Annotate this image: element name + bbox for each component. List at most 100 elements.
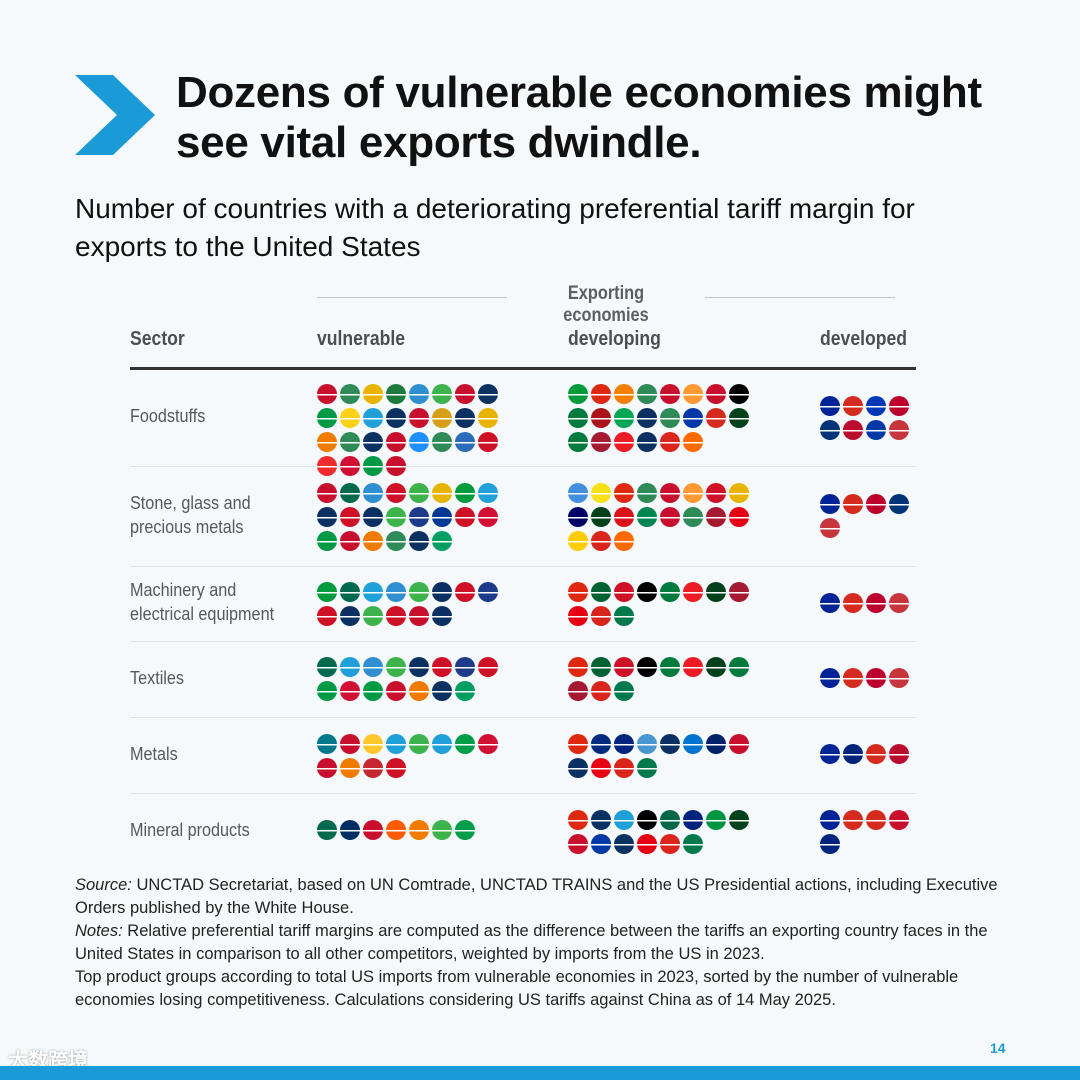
column-header-developing: developing	[568, 328, 661, 350]
flag-icon	[637, 834, 657, 854]
flag-icon	[386, 483, 406, 503]
flag-icon	[340, 681, 360, 701]
flag-icon	[683, 483, 703, 503]
flag-icon	[363, 456, 383, 476]
flag-icon	[478, 432, 498, 452]
flag-icon	[843, 494, 863, 514]
flag-icon	[432, 681, 452, 701]
flag-icon	[363, 408, 383, 428]
flag-icon	[317, 531, 337, 551]
flag-icon	[568, 758, 588, 778]
developing-flags	[568, 734, 768, 778]
flag-icon	[889, 494, 909, 514]
flag-icon	[683, 507, 703, 527]
flag-icon	[455, 384, 475, 404]
flag-icon	[455, 408, 475, 428]
chevron-icon	[75, 75, 155, 155]
flag-icon	[637, 758, 657, 778]
flag-icon	[637, 432, 657, 452]
flag-icon	[317, 432, 337, 452]
flag-icon	[340, 582, 360, 602]
flag-icon	[889, 420, 909, 440]
flag-icon	[455, 734, 475, 754]
flag-icon	[866, 494, 886, 514]
flag-icon	[614, 758, 634, 778]
flag-icon	[432, 507, 452, 527]
flag-icon	[317, 408, 337, 428]
flag-icon	[363, 432, 383, 452]
group-line-left	[317, 297, 507, 298]
flag-icon	[843, 744, 863, 764]
flag-icon	[889, 593, 909, 613]
flag-icon	[409, 734, 429, 754]
flag-icon	[820, 593, 840, 613]
developing-flags	[568, 810, 768, 854]
flag-icon	[660, 384, 680, 404]
flag-icon	[432, 657, 452, 677]
flag-icon	[729, 734, 749, 754]
flag-icon	[614, 810, 634, 830]
flag-icon	[386, 507, 406, 527]
page-title: Dozens of vulnerable economies might see…	[176, 68, 982, 167]
flag-icon	[637, 384, 657, 404]
flag-icon	[478, 483, 498, 503]
flag-icon	[340, 456, 360, 476]
flag-icon	[568, 483, 588, 503]
flag-icon	[409, 483, 429, 503]
flag-icon	[820, 396, 840, 416]
flag-icon	[317, 681, 337, 701]
flag-icon	[614, 432, 634, 452]
developing-flags	[568, 582, 768, 626]
flag-icon	[340, 408, 360, 428]
source-text: UNCTAD Secretariat, based on UN Comtrade…	[75, 876, 998, 917]
flag-icon	[820, 744, 840, 764]
flag-icon	[683, 657, 703, 677]
flag-icon	[866, 810, 886, 830]
flag-icon	[432, 384, 452, 404]
flag-icon	[889, 744, 909, 764]
flag-icon	[340, 384, 360, 404]
flag-icon	[478, 657, 498, 677]
flag-icon	[317, 456, 337, 476]
flag-icon	[889, 810, 909, 830]
vulnerable-flags	[317, 657, 517, 701]
flag-icon	[386, 758, 406, 778]
flag-icon	[820, 494, 840, 514]
flag-icon	[432, 483, 452, 503]
flag-icon	[340, 507, 360, 527]
flag-icon	[614, 606, 634, 626]
flag-icon	[843, 810, 863, 830]
vulnerable-flags	[317, 483, 517, 551]
bottom-accent-bar	[0, 1066, 1080, 1080]
flag-icon	[409, 531, 429, 551]
source-note: Source: UNCTAD Secretariat, based on UN …	[75, 874, 1015, 920]
flag-icon	[478, 582, 498, 602]
flag-icon	[614, 531, 634, 551]
flag-icon	[706, 507, 726, 527]
flag-icon	[568, 507, 588, 527]
flag-icon	[683, 810, 703, 830]
vulnerable-flags	[317, 384, 517, 476]
developing-flags	[568, 384, 768, 452]
flag-icon	[843, 593, 863, 613]
flag-icon	[432, 408, 452, 428]
flag-icon	[591, 681, 611, 701]
sector-label: Machinery and electrical equipment	[130, 580, 275, 624]
flag-icon	[409, 507, 429, 527]
flag-icon	[340, 531, 360, 551]
flag-icon	[363, 606, 383, 626]
row-separator	[130, 566, 916, 567]
flag-icon	[455, 657, 475, 677]
flag-icon	[614, 734, 634, 754]
flag-icon	[317, 734, 337, 754]
flag-icon	[706, 483, 726, 503]
developed-flags	[820, 494, 912, 538]
flag-icon	[568, 657, 588, 677]
chart-subtitle: Number of countries with a deteriorating…	[75, 193, 915, 262]
flag-icon	[591, 657, 611, 677]
flag-icon	[591, 810, 611, 830]
vulnerable-flags	[317, 582, 517, 626]
flag-icon	[889, 396, 909, 416]
flag-icon	[729, 657, 749, 677]
flag-icon	[455, 483, 475, 503]
